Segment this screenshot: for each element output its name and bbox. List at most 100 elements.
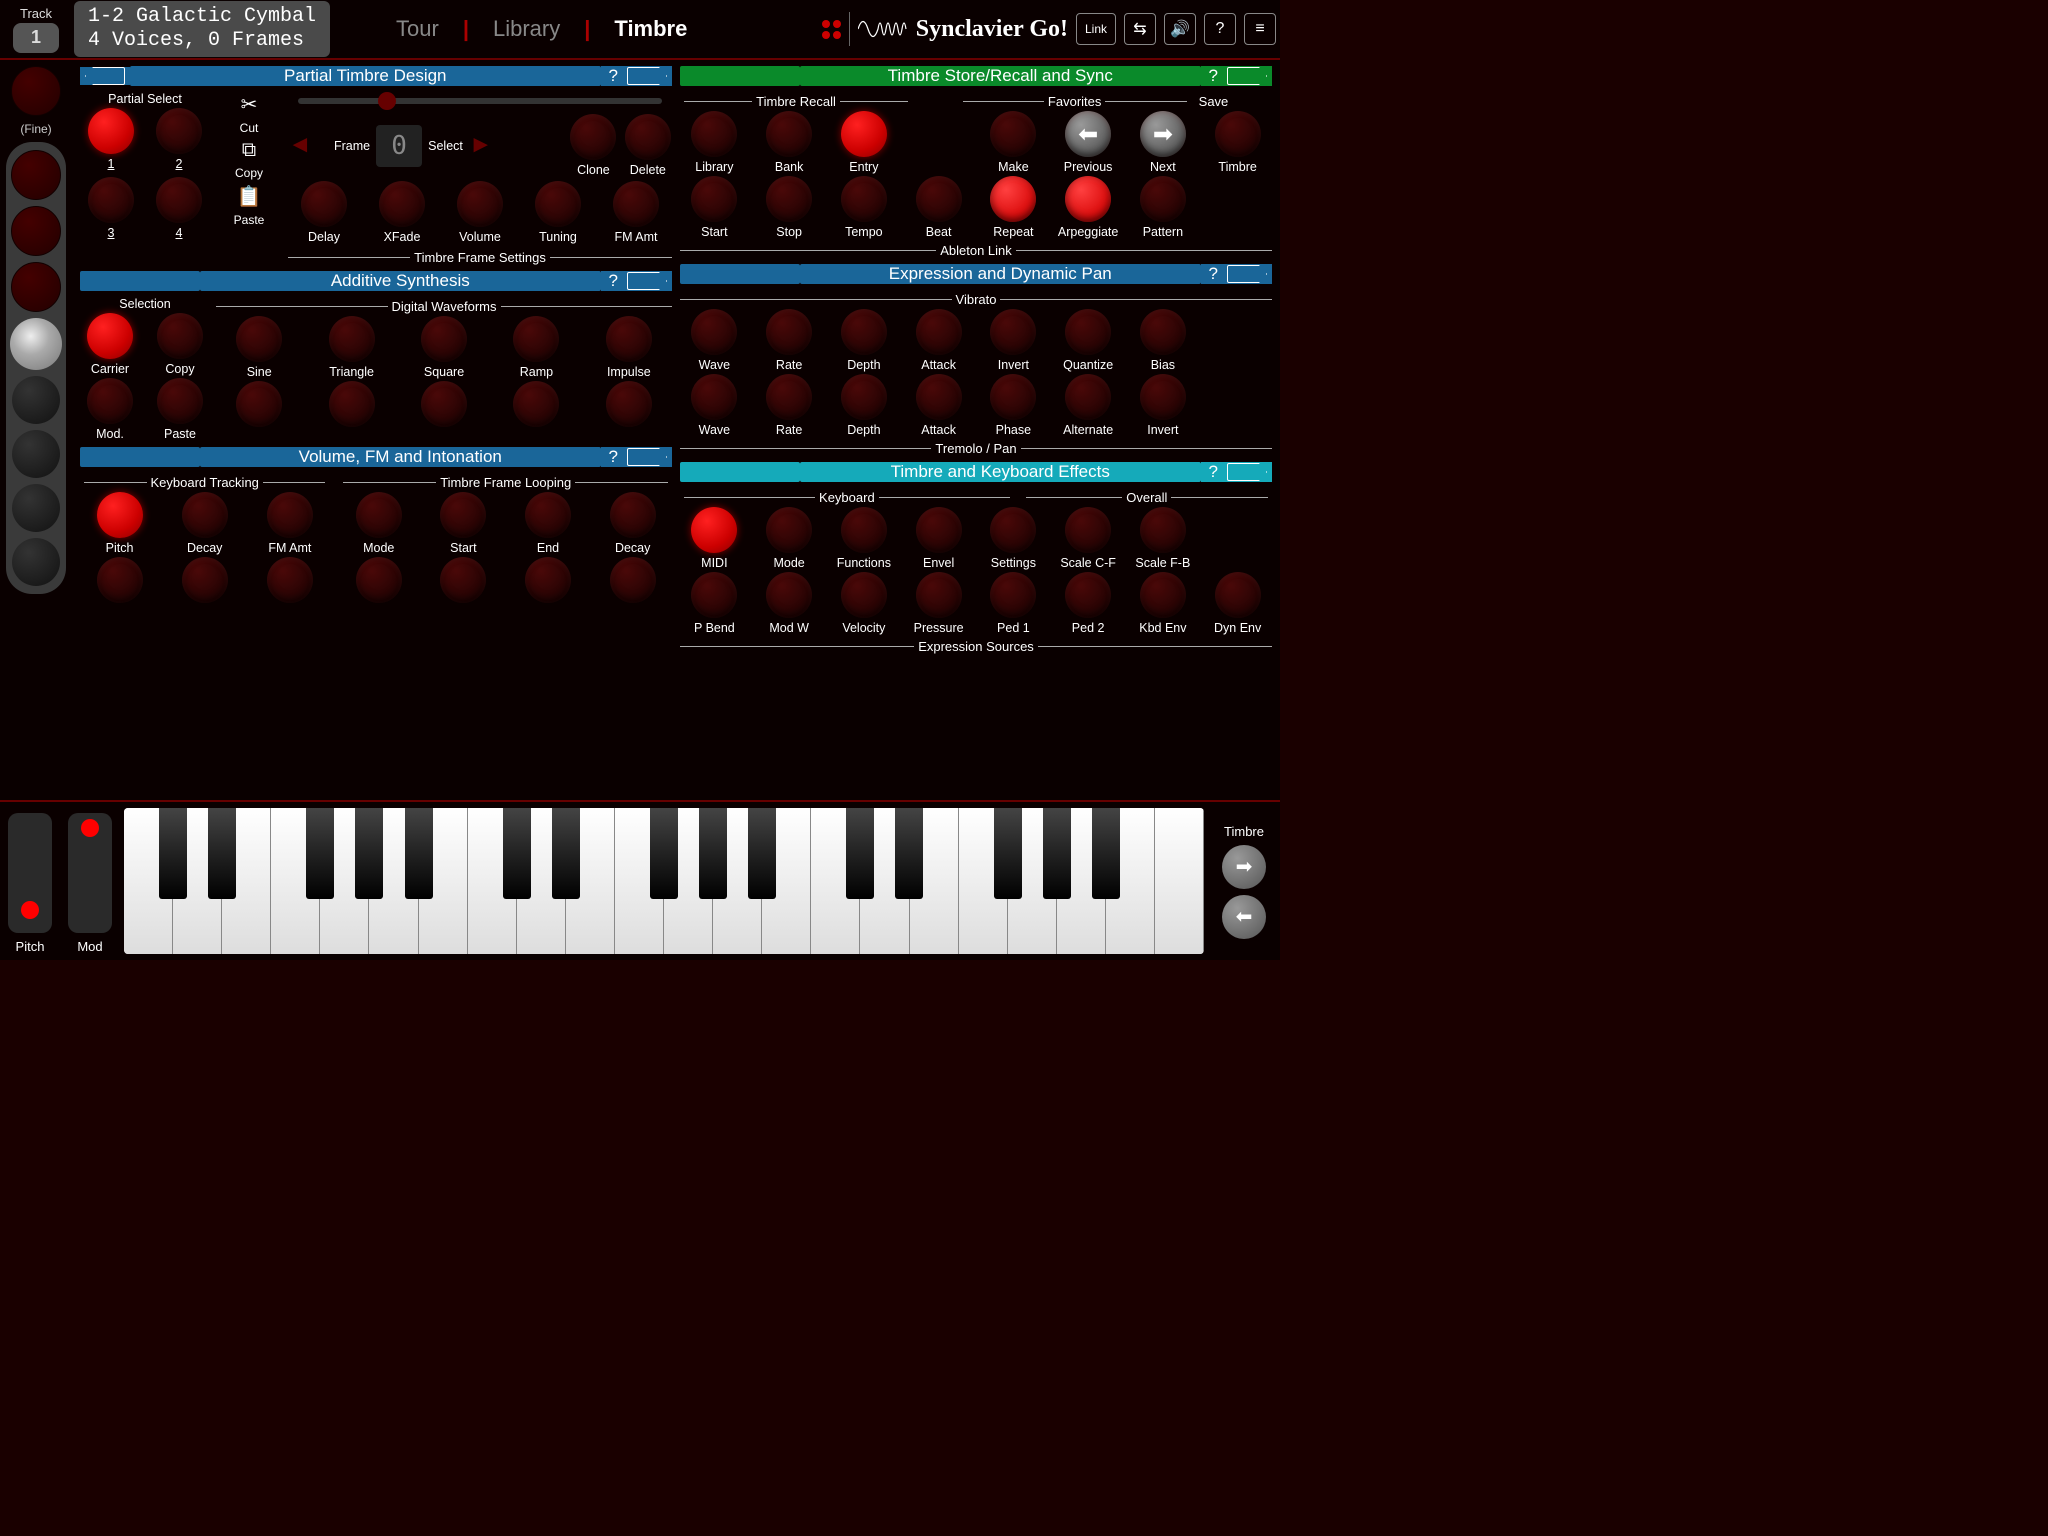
alternate-button[interactable] xyxy=(1065,374,1111,420)
wave-button[interactable] xyxy=(691,309,737,355)
additive-help[interactable]: ? xyxy=(603,271,624,291)
phase-button[interactable] xyxy=(990,374,1036,420)
swap-button[interactable]: ⇆ xyxy=(1124,13,1156,45)
fold-icon[interactable] xyxy=(627,272,667,290)
keyboard[interactable] xyxy=(124,808,1204,954)
timbre-prev-button[interactable]: ⬅ xyxy=(1222,895,1266,939)
previous-button[interactable]: ⬅ xyxy=(1065,111,1111,157)
quantize-button[interactable] xyxy=(1065,309,1111,355)
ramp-button[interactable] xyxy=(513,316,559,362)
pressure-button[interactable] xyxy=(916,572,962,618)
p-bend-button[interactable] xyxy=(691,572,737,618)
scale-f-b-button[interactable] xyxy=(1140,507,1186,553)
attack-button[interactable] xyxy=(916,309,962,355)
blank-button[interactable] xyxy=(610,557,656,603)
rail-button-6[interactable] xyxy=(12,484,60,532)
timbre-next-button[interactable]: ➡ xyxy=(1222,845,1266,889)
blank-button[interactable] xyxy=(97,557,143,603)
wave-button[interactable] xyxy=(691,374,737,420)
end-button[interactable] xyxy=(525,492,571,538)
mode-button[interactable] xyxy=(356,492,402,538)
blank-button[interactable] xyxy=(525,557,571,603)
frame-next-icon[interactable]: ► xyxy=(469,131,509,161)
fold-icon[interactable] xyxy=(1227,463,1267,481)
stop-button[interactable] xyxy=(766,176,812,222)
mod-button[interactable] xyxy=(87,378,133,424)
kbd-env-button[interactable] xyxy=(1140,572,1186,618)
invert-button[interactable] xyxy=(1140,374,1186,420)
depth-button[interactable] xyxy=(841,374,887,420)
tab-timbre[interactable]: Timbre xyxy=(614,16,687,42)
bank-button[interactable] xyxy=(766,111,812,157)
tab-tour[interactable]: Tour xyxy=(396,16,439,42)
delete-button[interactable] xyxy=(625,114,671,160)
blank-button[interactable] xyxy=(356,557,402,603)
square-button[interactable] xyxy=(421,316,467,362)
dyn-env-button[interactable] xyxy=(1215,572,1261,618)
invert-button[interactable] xyxy=(990,309,1036,355)
triangle-button[interactable] xyxy=(329,316,375,362)
fm-amt-button[interactable] xyxy=(613,181,659,227)
paste-icon[interactable]: 📋 xyxy=(237,184,262,209)
expr-help[interactable]: ? xyxy=(1203,264,1224,284)
functions-button[interactable] xyxy=(841,507,887,553)
volume-button[interactable] xyxy=(457,181,503,227)
main-knob[interactable] xyxy=(10,318,62,370)
xfade-button[interactable] xyxy=(379,181,425,227)
partial-4-button[interactable] xyxy=(156,177,202,223)
blank-button[interactable] xyxy=(421,381,467,427)
fold-left-icon[interactable] xyxy=(85,67,125,85)
decay-button[interactable] xyxy=(610,492,656,538)
cut-icon[interactable]: ✂ xyxy=(241,92,258,117)
attack-button[interactable] xyxy=(916,374,962,420)
copy-icon[interactable]: ⧉ xyxy=(242,139,256,162)
frame-prev-icon[interactable]: ◄ xyxy=(288,131,328,161)
fold-icon[interactable] xyxy=(1227,265,1267,283)
sel-copy-button[interactable] xyxy=(157,313,203,359)
scale-c-f-button[interactable] xyxy=(1065,507,1111,553)
blank-button[interactable] xyxy=(606,381,652,427)
timbre-button[interactable] xyxy=(1215,111,1261,157)
pitch-wheel[interactable] xyxy=(8,813,52,933)
partial-help[interactable]: ? xyxy=(603,66,624,86)
ped-1-button[interactable] xyxy=(990,572,1036,618)
tempo-button[interactable] xyxy=(841,176,887,222)
rail-button-7[interactable] xyxy=(12,538,60,586)
impulse-button[interactable] xyxy=(606,316,652,362)
frame-number[interactable]: 0 xyxy=(376,125,422,167)
delay-button[interactable] xyxy=(301,181,347,227)
make-button[interactable] xyxy=(990,111,1036,157)
fold-icon[interactable] xyxy=(627,448,667,466)
rate-button[interactable] xyxy=(766,374,812,420)
depth-button[interactable] xyxy=(841,309,887,355)
pitch-button[interactable] xyxy=(97,492,143,538)
carrier-button[interactable] xyxy=(87,313,133,359)
sound-button[interactable]: 🔊 xyxy=(1164,13,1196,45)
rail-button-5[interactable] xyxy=(12,430,60,478)
midi-button[interactable] xyxy=(691,507,737,553)
fx-help[interactable]: ? xyxy=(1203,462,1224,482)
start-button[interactable] xyxy=(440,492,486,538)
mode-button[interactable] xyxy=(766,507,812,553)
partial-3-button[interactable] xyxy=(88,177,134,223)
track-number[interactable]: 1 xyxy=(13,23,59,53)
blank-button[interactable] xyxy=(513,381,559,427)
decay-button[interactable] xyxy=(182,492,228,538)
help-button[interactable]: ? xyxy=(1204,13,1236,45)
blank-button[interactable] xyxy=(182,557,228,603)
mod-w-button[interactable] xyxy=(766,572,812,618)
ped-2-button[interactable] xyxy=(1065,572,1111,618)
link-button[interactable]: Link xyxy=(1076,13,1116,45)
rail-button-2[interactable] xyxy=(11,206,61,256)
tab-library[interactable]: Library xyxy=(493,16,560,42)
library-button[interactable] xyxy=(691,111,737,157)
arpeggiate-button[interactable] xyxy=(1065,176,1111,222)
rail-button-top[interactable] xyxy=(11,66,61,116)
pattern-button[interactable] xyxy=(1140,176,1186,222)
fold-right-icon[interactable] xyxy=(627,67,667,85)
menu-button[interactable]: ≡ xyxy=(1244,13,1276,45)
fm-amt-button[interactable] xyxy=(267,492,313,538)
next-button[interactable]: ➡ xyxy=(1140,111,1186,157)
fold-icon[interactable] xyxy=(1227,67,1267,85)
volume-help[interactable]: ? xyxy=(603,447,624,467)
